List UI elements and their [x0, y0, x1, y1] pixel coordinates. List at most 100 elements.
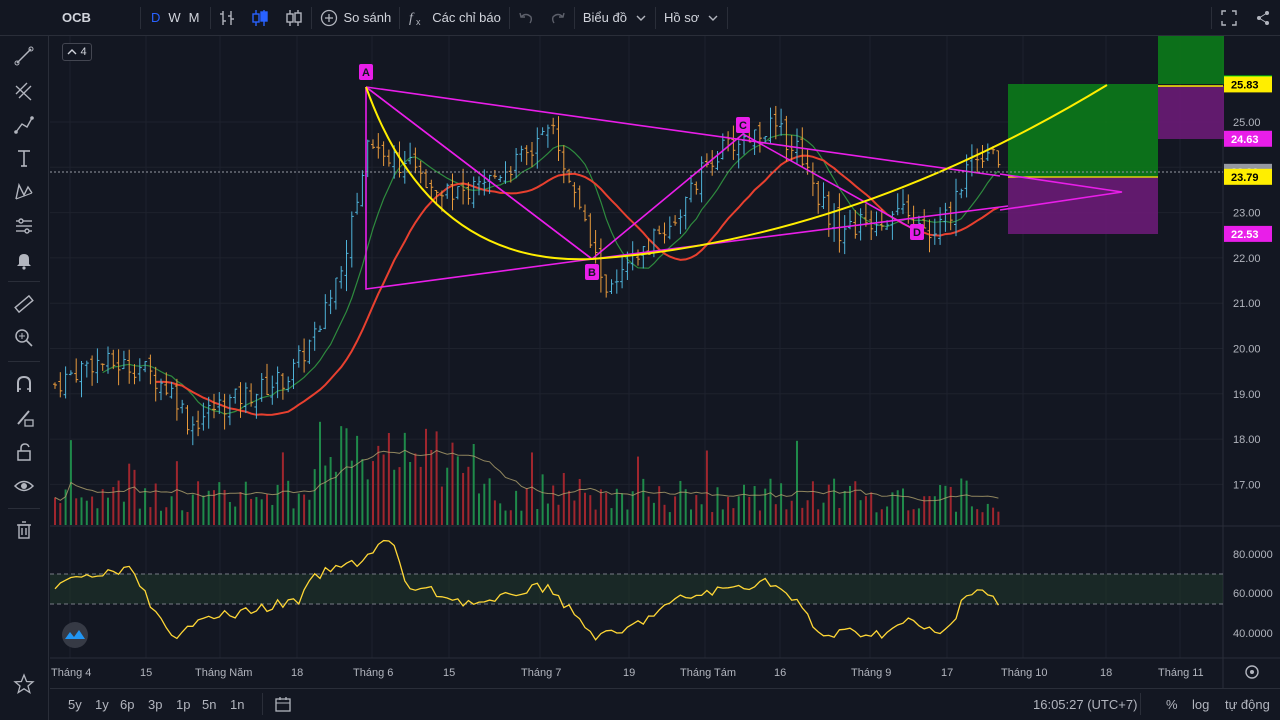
candle: [159, 378, 163, 401]
pattern-point-label: A: [362, 67, 370, 79]
range-6m[interactable]: 6p: [120, 697, 135, 712]
pattern-icon[interactable]: [8, 178, 40, 206]
price-tag[interactable]: 23.79: [1224, 168, 1272, 185]
volume-bars: [54, 421, 1000, 525]
share-button[interactable]: [1246, 0, 1280, 36]
short-position-stop-zone[interactable]: [1158, 36, 1224, 84]
favorites-star-icon[interactable]: [8, 670, 40, 698]
interval-monthly[interactable]: M: [188, 10, 200, 25]
magnet-icon[interactable]: [8, 370, 40, 398]
chart-area[interactable]: A B C D 25.0024.0023.0022.0021.0020.0019.00…: [50, 36, 1280, 688]
toolbar-divider: [209, 6, 211, 29]
eye-icon[interactable]: [8, 472, 40, 500]
candle: [752, 129, 757, 156]
long-position-profit-zone[interactable]: [1008, 84, 1158, 177]
interval-daily[interactable]: D: [151, 10, 161, 25]
text-tool-icon[interactable]: [8, 144, 40, 172]
undo-button[interactable]: [510, 0, 542, 36]
percent-toggle[interactable]: %: [1166, 697, 1178, 712]
interval-weekly[interactable]: W: [168, 10, 181, 25]
time-axis[interactable]: Tháng 4 15 Tháng Năm 18 Tháng 6 15 Tháng 7 19 Th…: [51, 667, 1204, 679]
range-5y[interactable]: 5y: [68, 697, 82, 712]
range-1m[interactable]: 1p: [176, 697, 191, 712]
range-5d[interactable]: 5n: [202, 697, 217, 712]
price-tag-bg: [1224, 130, 1272, 147]
candle: [280, 373, 285, 400]
redo-button[interactable]: [542, 0, 574, 36]
price-tag[interactable]: 25.83: [1224, 76, 1272, 93]
candle: [667, 216, 672, 240]
log-toggle[interactable]: log: [1192, 697, 1210, 712]
candle-style-button[interactable]: [243, 0, 277, 36]
drawing-toolbar: [0, 0, 49, 720]
pattern-point-a[interactable]: A: [359, 64, 373, 80]
pattern-point-d[interactable]: D: [910, 224, 924, 240]
price-tag[interactable]: 24.63: [1224, 130, 1272, 147]
abcd-pattern-drawing[interactable]: [365, 84, 1123, 290]
pattern-point-c[interactable]: C: [736, 117, 750, 133]
candle: [254, 393, 259, 419]
short-position-profit-zone[interactable]: [1158, 86, 1224, 139]
range-1y[interactable]: 1y: [95, 697, 109, 712]
legend-collapse-button[interactable]: 4: [62, 43, 92, 61]
pattern-point-label: B: [588, 267, 596, 279]
candle: [816, 181, 821, 214]
candle: [508, 166, 513, 183]
candle: [757, 121, 762, 153]
date-range-button[interactable]: [275, 696, 291, 715]
candle: [227, 394, 232, 426]
candle: [233, 388, 238, 404]
zoom-icon[interactable]: [8, 324, 40, 352]
candle: [609, 279, 614, 294]
symbol-search-button[interactable]: OCB: [0, 0, 140, 36]
settings-gear-icon[interactable]: [1245, 665, 1259, 679]
candle: [408, 142, 413, 165]
pattern-point-label: D: [913, 227, 921, 239]
trash-icon[interactable]: [8, 516, 40, 544]
pattern-point-b[interactable]: B: [585, 264, 599, 280]
range-3m[interactable]: 3p: [148, 697, 163, 712]
pattern-point-bg: [585, 264, 599, 280]
candle: [768, 107, 773, 144]
candle: [222, 393, 227, 430]
lock-pencil-icon[interactable]: [8, 404, 40, 432]
hollow-candle-button[interactable]: [277, 0, 311, 36]
time-tick-label: Tháng 7: [521, 667, 561, 679]
price-tag-label: 22.53: [1231, 229, 1259, 241]
price-axis[interactable]: 25.0024.0023.0022.0021.0020.0019.0018.00…: [1233, 117, 1261, 491]
clock-timezone[interactable]: 16:05:27 (UTC+7): [1033, 697, 1138, 712]
unlock-icon[interactable]: [8, 438, 40, 466]
range-1d[interactable]: 1n: [230, 697, 245, 712]
candle: [137, 358, 142, 382]
rsi-axis[interactable]: 80.0000 60.0000 40.0000: [1233, 549, 1273, 640]
time-tick-label: Tháng Tám: [680, 667, 736, 679]
ruler-icon[interactable]: [8, 290, 40, 318]
bar-style-button[interactable]: [211, 0, 243, 36]
alert-bell-icon[interactable]: [8, 246, 40, 274]
auto-scale-toggle[interactable]: tự động: [1225, 697, 1270, 712]
path-icon[interactable]: [8, 111, 40, 139]
layout-menu-button[interactable]: Biểu đồ: [575, 0, 655, 36]
trend-line-icon[interactable]: [8, 42, 40, 70]
candle: [355, 192, 360, 215]
candle: [100, 363, 105, 371]
forecast-icon[interactable]: [8, 212, 40, 240]
fullscreen-button[interactable]: [1212, 0, 1246, 36]
logo-badge[interactable]: [62, 622, 88, 648]
time-tick-label: Tháng 10: [1001, 667, 1047, 679]
price-tag-label: 24.63: [1231, 134, 1259, 146]
chevron-down-icon: [708, 15, 718, 21]
candle: [169, 381, 174, 399]
candle: [683, 196, 688, 230]
profile-menu-button[interactable]: Hồ sơ: [656, 0, 727, 36]
time-tick-label: 15: [443, 667, 455, 679]
time-tick-label: Tháng 11: [1158, 667, 1204, 679]
price-tag[interactable]: 22.53: [1224, 225, 1272, 242]
fib-icon[interactable]: [8, 77, 40, 105]
candle: [323, 294, 328, 330]
candle: [932, 218, 937, 245]
candle: [477, 176, 481, 196]
compare-button[interactable]: So sánh: [312, 0, 400, 36]
